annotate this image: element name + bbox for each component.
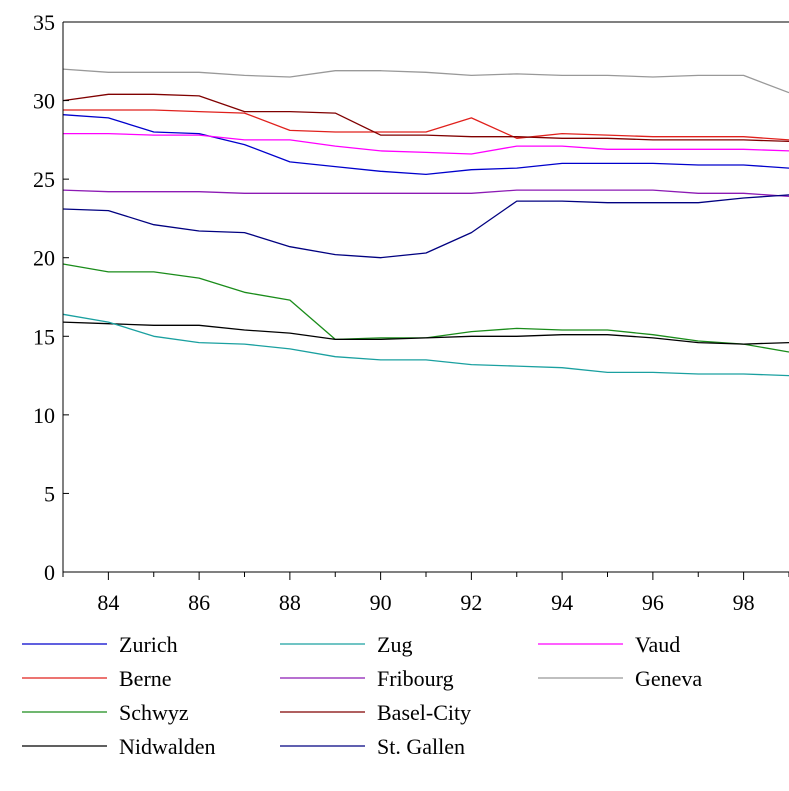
x-tick-label: 96 [642, 590, 664, 615]
legend-label: Vaud [635, 632, 680, 657]
series-line-st-gallen [62, 194, 789, 259]
legend-item-vaud: Vaud [538, 632, 680, 657]
legend-label: Basel-City [377, 700, 471, 725]
y-tick-label: 35 [33, 10, 55, 35]
series-line-zug [62, 313, 789, 377]
x-tick-label: 84 [97, 590, 119, 615]
x-tick-label: 86 [188, 590, 210, 615]
y-tick-label: 10 [33, 403, 55, 428]
legend-item-fribourg: Fribourg [280, 666, 454, 691]
legend-label: Zug [377, 632, 412, 657]
legend-item-berne: Berne [22, 666, 172, 691]
legend-item-nidwalden: Nidwalden [22, 734, 216, 759]
legend-label: Berne [119, 666, 172, 691]
x-axis: 84 86 88 90 92 94 96 98 [62, 572, 789, 615]
legend-label: Zurich [119, 632, 178, 657]
y-tick-label: 20 [33, 246, 55, 271]
y-tick-label: 25 [33, 167, 55, 192]
y-tick-label: 5 [44, 481, 55, 506]
x-tick-label: 90 [370, 590, 392, 615]
plot-area [62, 21, 789, 573]
legend-label: Nidwalden [119, 734, 216, 759]
legend-label: Geneva [635, 666, 702, 691]
y-axis: 0 5 10 15 20 25 30 35 [33, 10, 69, 585]
x-tick-label: 94 [551, 590, 573, 615]
series-line-geneva [62, 68, 789, 94]
legend-label: St. Gallen [377, 734, 465, 759]
legend-item-geneva: Geneva [538, 666, 702, 691]
legend-label: Fribourg [377, 666, 454, 691]
y-tick-label: 15 [33, 324, 55, 349]
legend: Zurich Zug Vaud Berne Fribourg Geneva Schwyz Ba… [22, 632, 702, 759]
series-layer [62, 68, 789, 377]
series-line-zurich [62, 114, 789, 176]
series-line-basel-city [62, 93, 789, 143]
legend-item-st-gallen: St. Gallen [280, 734, 465, 759]
legend-item-basel-city: Basel-City [280, 700, 471, 725]
legend-item-schwyz: Schwyz [22, 700, 189, 725]
y-tick-label: 0 [44, 560, 55, 585]
series-line-nidwalden [62, 321, 789, 345]
x-tick-label: 98 [733, 590, 755, 615]
legend-label: Schwyz [119, 700, 189, 725]
legend-item-zug: Zug [280, 632, 412, 657]
y-tick-label: 30 [33, 89, 55, 114]
series-line-fribourg [62, 189, 789, 198]
x-tick-label: 92 [460, 590, 482, 615]
x-tick-label: 88 [279, 590, 301, 615]
legend-item-zurich: Zurich [22, 632, 178, 657]
series-line-vaud [63, 132, 789, 155]
series-line-berne [63, 109, 789, 141]
